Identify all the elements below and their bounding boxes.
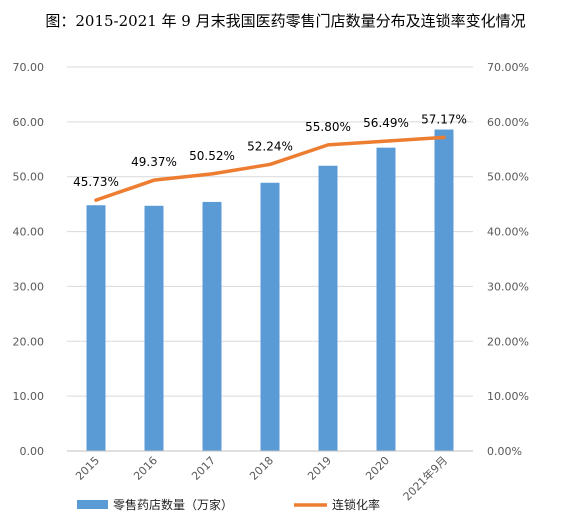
y-left-tick-label: 70.00 (13, 61, 45, 74)
line-point (268, 162, 272, 166)
y-right-tick-label: 70.00% (487, 61, 529, 74)
bar (144, 205, 164, 451)
data-label: 49.37% (131, 155, 177, 169)
y-left-tick-label: 50.00 (13, 171, 45, 184)
bar (376, 147, 396, 451)
y-right-tick-label: 30.00% (487, 280, 529, 293)
y-left-tick-label: 20.00 (13, 335, 45, 348)
legend: 零售药店数量（万家） 连锁化率 (77, 497, 380, 512)
bar (318, 165, 338, 451)
y-left-tick-label: 40.00 (13, 226, 45, 239)
data-label: 55.80% (305, 120, 351, 134)
line-point (384, 139, 388, 143)
line-point (210, 172, 214, 176)
bar-series (86, 129, 454, 451)
y-left-tick-label: 60.00 (13, 116, 45, 129)
bar (260, 182, 280, 451)
y-left-tick-label: 0.00 (20, 445, 45, 458)
x-tick-label: 2016 (131, 454, 160, 483)
x-tick-label: 2017 (189, 454, 218, 483)
bar (434, 129, 454, 451)
data-label: 56.49% (363, 116, 409, 130)
data-label: 52.24% (247, 139, 293, 153)
y-left-tick-label: 10.00 (13, 390, 45, 403)
line-point (152, 178, 156, 182)
legend-swatch-bar (77, 500, 108, 509)
y-axis-right: 0.00% 10.00% 20.00% 30.00% 40.00% 50.00% 60.00… (487, 61, 529, 458)
y-right-tick-label: 50.00% (487, 171, 529, 184)
chart-title: 图：2015-2021 年 9 月末我国医药零售门店数量分布及连锁率变化情况 (45, 12, 526, 30)
line-point (326, 143, 330, 147)
bar (86, 205, 106, 451)
y-right-tick-label: 20.00% (487, 335, 529, 348)
y-axis-left: 0.00 10.00 20.00 30.00 40.00 50.00 60.00 70.00 (13, 61, 45, 458)
x-tick-label: 2021年9月 (400, 453, 450, 503)
y-right-tick-label: 60.00% (487, 116, 529, 129)
y-right-tick-label: 10.00% (487, 390, 529, 403)
x-tick-label: 2015 (73, 454, 102, 483)
legend-label-line: 连锁化率 (332, 497, 380, 512)
bar (202, 201, 222, 451)
x-axis: 2015 2016 2017 2018 2019 2020 2021年9月 (67, 450, 473, 503)
data-labels: 45.73% 49.37% 50.52% 52.24% 55.80% 56.49% 57.1… (73, 112, 467, 189)
line-point (442, 135, 446, 139)
x-tick-label: 2019 (305, 454, 334, 483)
x-tick-label: 2020 (363, 454, 392, 483)
line-series (94, 135, 446, 202)
line-point (94, 198, 98, 202)
y-left-tick-label: 30.00 (13, 280, 45, 293)
data-label: 45.73% (73, 175, 119, 189)
data-label: 57.17% (421, 112, 467, 126)
legend-label-bar: 零售药店数量（万家） (113, 497, 233, 512)
y-right-tick-label: 0.00% (487, 445, 522, 458)
y-right-tick-label: 40.00% (487, 226, 529, 239)
data-label: 50.52% (189, 149, 235, 163)
x-tick-label: 2018 (247, 454, 276, 483)
